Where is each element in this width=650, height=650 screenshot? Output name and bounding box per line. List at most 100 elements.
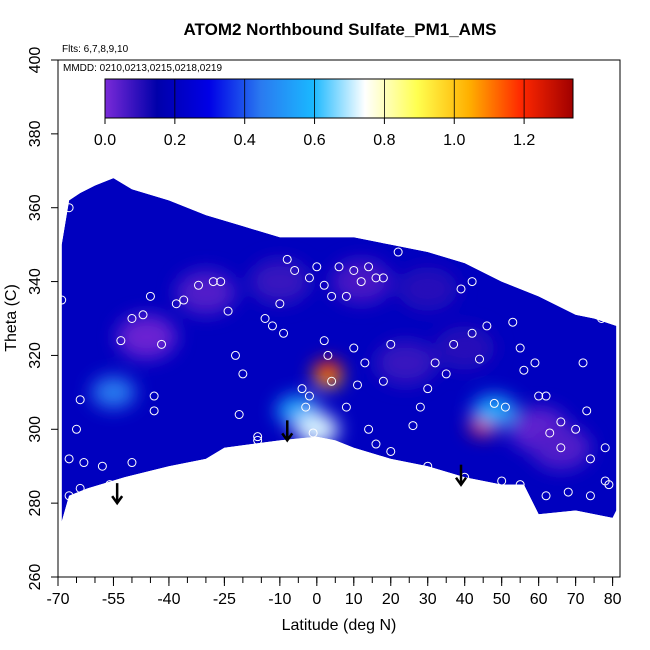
x-axis-tick-label: -10 bbox=[268, 591, 291, 608]
observation-point bbox=[360, 358, 370, 368]
observation-point bbox=[290, 265, 300, 275]
x-axis-label: Latitude (deg N) bbox=[282, 617, 397, 634]
x-axis-tick-label: 60 bbox=[530, 591, 548, 608]
y-axis-tick-label: 340 bbox=[27, 268, 44, 295]
observation-point bbox=[275, 299, 285, 309]
colorbar-gradient-bar bbox=[104, 78, 574, 119]
x-axis-tick-label: 70 bbox=[567, 591, 585, 608]
observation-point bbox=[475, 354, 484, 364]
observation-point bbox=[157, 339, 167, 349]
y-axis-tick-label: 400 bbox=[27, 47, 44, 74]
observation-point bbox=[64, 203, 74, 213]
observation-point bbox=[319, 280, 329, 290]
observation-point bbox=[105, 480, 115, 490]
observation-point bbox=[127, 458, 137, 468]
chart-title: ATOM2 Northbound Sulfate_PM1_AMS bbox=[184, 20, 497, 39]
observation-point bbox=[79, 458, 89, 468]
observation-point bbox=[334, 262, 344, 272]
observation-point bbox=[208, 277, 218, 287]
observation-point bbox=[349, 265, 359, 275]
observation-point bbox=[482, 321, 492, 331]
field-feature bbox=[249, 259, 310, 304]
y-axis-tick-label: 280 bbox=[27, 490, 44, 517]
observation-point bbox=[279, 328, 289, 338]
x-axis-tick-label: -25 bbox=[213, 591, 236, 608]
observation-point bbox=[585, 454, 595, 464]
field-feature bbox=[116, 314, 177, 359]
observation-point bbox=[64, 491, 74, 501]
observation-point bbox=[578, 358, 588, 368]
observation-point bbox=[234, 410, 244, 420]
observation-point bbox=[216, 277, 226, 287]
field-features bbox=[91, 259, 591, 470]
observation-point bbox=[378, 273, 388, 283]
observation-point bbox=[138, 310, 148, 320]
observation-point bbox=[364, 424, 374, 434]
observation-point bbox=[323, 350, 333, 360]
field-feature bbox=[294, 413, 339, 446]
y-axis-tick-label: 320 bbox=[27, 342, 44, 369]
observation-point bbox=[75, 395, 85, 405]
observation-point bbox=[489, 398, 499, 408]
observation-point bbox=[508, 317, 518, 327]
field-feature bbox=[434, 326, 495, 371]
field-feature bbox=[530, 425, 591, 470]
observation-point bbox=[352, 380, 362, 390]
x-axis-tick-label: 10 bbox=[345, 591, 363, 608]
observation-point bbox=[90, 487, 100, 497]
colorbar-tick-label: 0.8 bbox=[373, 132, 395, 149]
colorbar: 0.0 0.2 0.4 0.6 0.8 1.0 1.2 bbox=[94, 78, 574, 149]
observation-point bbox=[386, 339, 396, 349]
observation-point bbox=[393, 247, 403, 257]
observation-point bbox=[515, 480, 525, 490]
x-axis-tick-label: -70 bbox=[46, 591, 69, 608]
observation-point bbox=[519, 365, 529, 375]
arrow-markers bbox=[111, 420, 468, 506]
observation-point bbox=[97, 461, 107, 471]
observation-point bbox=[585, 491, 595, 501]
observation-point bbox=[571, 424, 581, 434]
y-axis-tick-label: 260 bbox=[27, 564, 44, 591]
observation-point bbox=[301, 402, 311, 412]
observation-point bbox=[312, 262, 322, 272]
observation-point bbox=[304, 391, 314, 401]
colorbar-tick-label: 0.4 bbox=[234, 132, 256, 149]
observation-point bbox=[145, 291, 155, 301]
observation-point bbox=[327, 291, 337, 301]
observation-point bbox=[556, 443, 566, 453]
observation-point bbox=[563, 487, 573, 497]
field-feature bbox=[375, 340, 436, 385]
observation-point bbox=[308, 428, 318, 438]
observation-point bbox=[297, 384, 307, 394]
observation-point bbox=[194, 280, 203, 290]
plot-frame bbox=[57, 59, 621, 578]
observation-point bbox=[597, 314, 607, 323]
observation-point bbox=[497, 476, 507, 486]
observation-point bbox=[534, 391, 544, 401]
observation-point bbox=[600, 443, 610, 453]
observation-point bbox=[149, 406, 159, 416]
x-axis-tick-label: 0 bbox=[312, 591, 321, 608]
field-feature bbox=[313, 360, 342, 381]
observation-point bbox=[319, 336, 329, 346]
observation-point bbox=[253, 435, 263, 445]
flights-note: Flts: 6,7,8,9,10 bbox=[62, 44, 129, 55]
observation-point bbox=[223, 306, 233, 316]
observation-point bbox=[71, 424, 81, 434]
observation-point bbox=[467, 328, 477, 338]
observation-point bbox=[267, 321, 277, 331]
observation-point bbox=[349, 343, 359, 353]
observation-point bbox=[341, 291, 351, 301]
x-axis-tick-label: 40 bbox=[456, 591, 474, 608]
observation-point bbox=[341, 402, 351, 412]
observation-point bbox=[541, 391, 551, 401]
x-axis-tick-label: 50 bbox=[493, 591, 511, 608]
y-axis-tick-label: 360 bbox=[27, 194, 44, 221]
y-axis-label: Theta (C) bbox=[3, 284, 20, 352]
y-axis-tick-label: 300 bbox=[27, 416, 44, 443]
observation-point bbox=[371, 273, 381, 283]
observation-point bbox=[545, 428, 555, 438]
observation-point bbox=[608, 531, 618, 541]
x-axis: -70 -55 -40 -25 -10 0 10 20 30 40 50 60 70 80 bbox=[46, 577, 622, 608]
